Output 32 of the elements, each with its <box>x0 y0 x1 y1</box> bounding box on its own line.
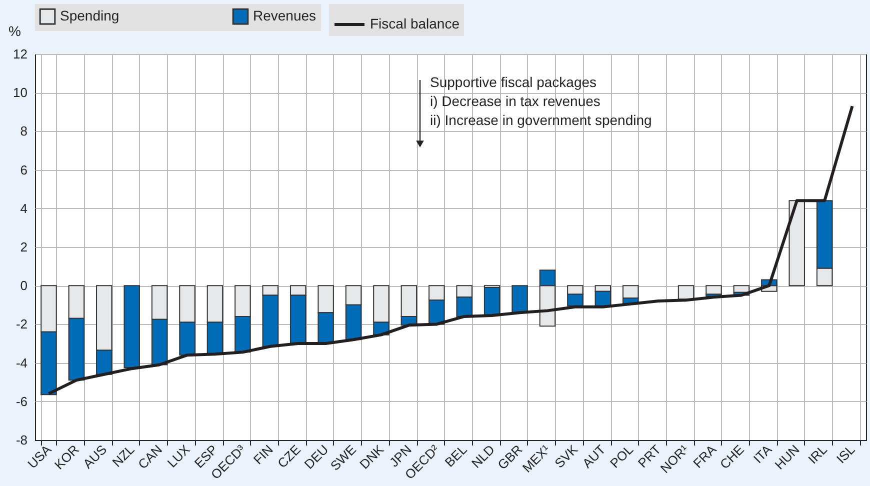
y-tick-label: 6 <box>20 162 28 178</box>
y-tick-label: 8 <box>20 124 28 139</box>
bar <box>678 285 694 300</box>
annotation: Supportive fiscal packages i) Decrease in tax revenues ii) Increase in government spending <box>430 74 652 128</box>
legend-label: Revenues <box>253 8 316 24</box>
x-tick-label: ISL <box>833 442 858 466</box>
bar <box>124 285 140 368</box>
x-tick-label: NLD <box>468 442 498 471</box>
legend-label: Fiscal balance <box>370 16 460 32</box>
y-tick-label: -2 <box>16 316 28 332</box>
y-tick-label: 4 <box>20 200 28 216</box>
x-tick-label: BEL <box>442 442 470 470</box>
bar <box>622 285 639 299</box>
bar <box>512 285 528 314</box>
x-tick-label: FIN <box>250 442 276 468</box>
bar <box>706 285 722 295</box>
y-tick-label: -8 <box>16 432 28 448</box>
y-tick-label: 12 <box>13 46 28 62</box>
y-tick-label: 2 <box>20 240 28 254</box>
y-tick-label: 10 <box>13 85 28 100</box>
bar <box>788 200 805 286</box>
bar <box>484 287 500 316</box>
y-axis-title: % <box>8 23 21 39</box>
x-tick-label: ITA <box>750 442 775 466</box>
y-tick-label: -4 <box>16 355 28 370</box>
y-tick-label: -6 <box>16 394 28 409</box>
x-tick-label: FRA <box>690 442 720 471</box>
x-tick-label: POL <box>607 442 636 471</box>
legend-label: Spending <box>60 8 120 24</box>
x-tick-label: NZL <box>109 442 138 470</box>
x-tick-label: IRL <box>805 442 830 467</box>
y-tick-label: 0 <box>20 278 28 294</box>
